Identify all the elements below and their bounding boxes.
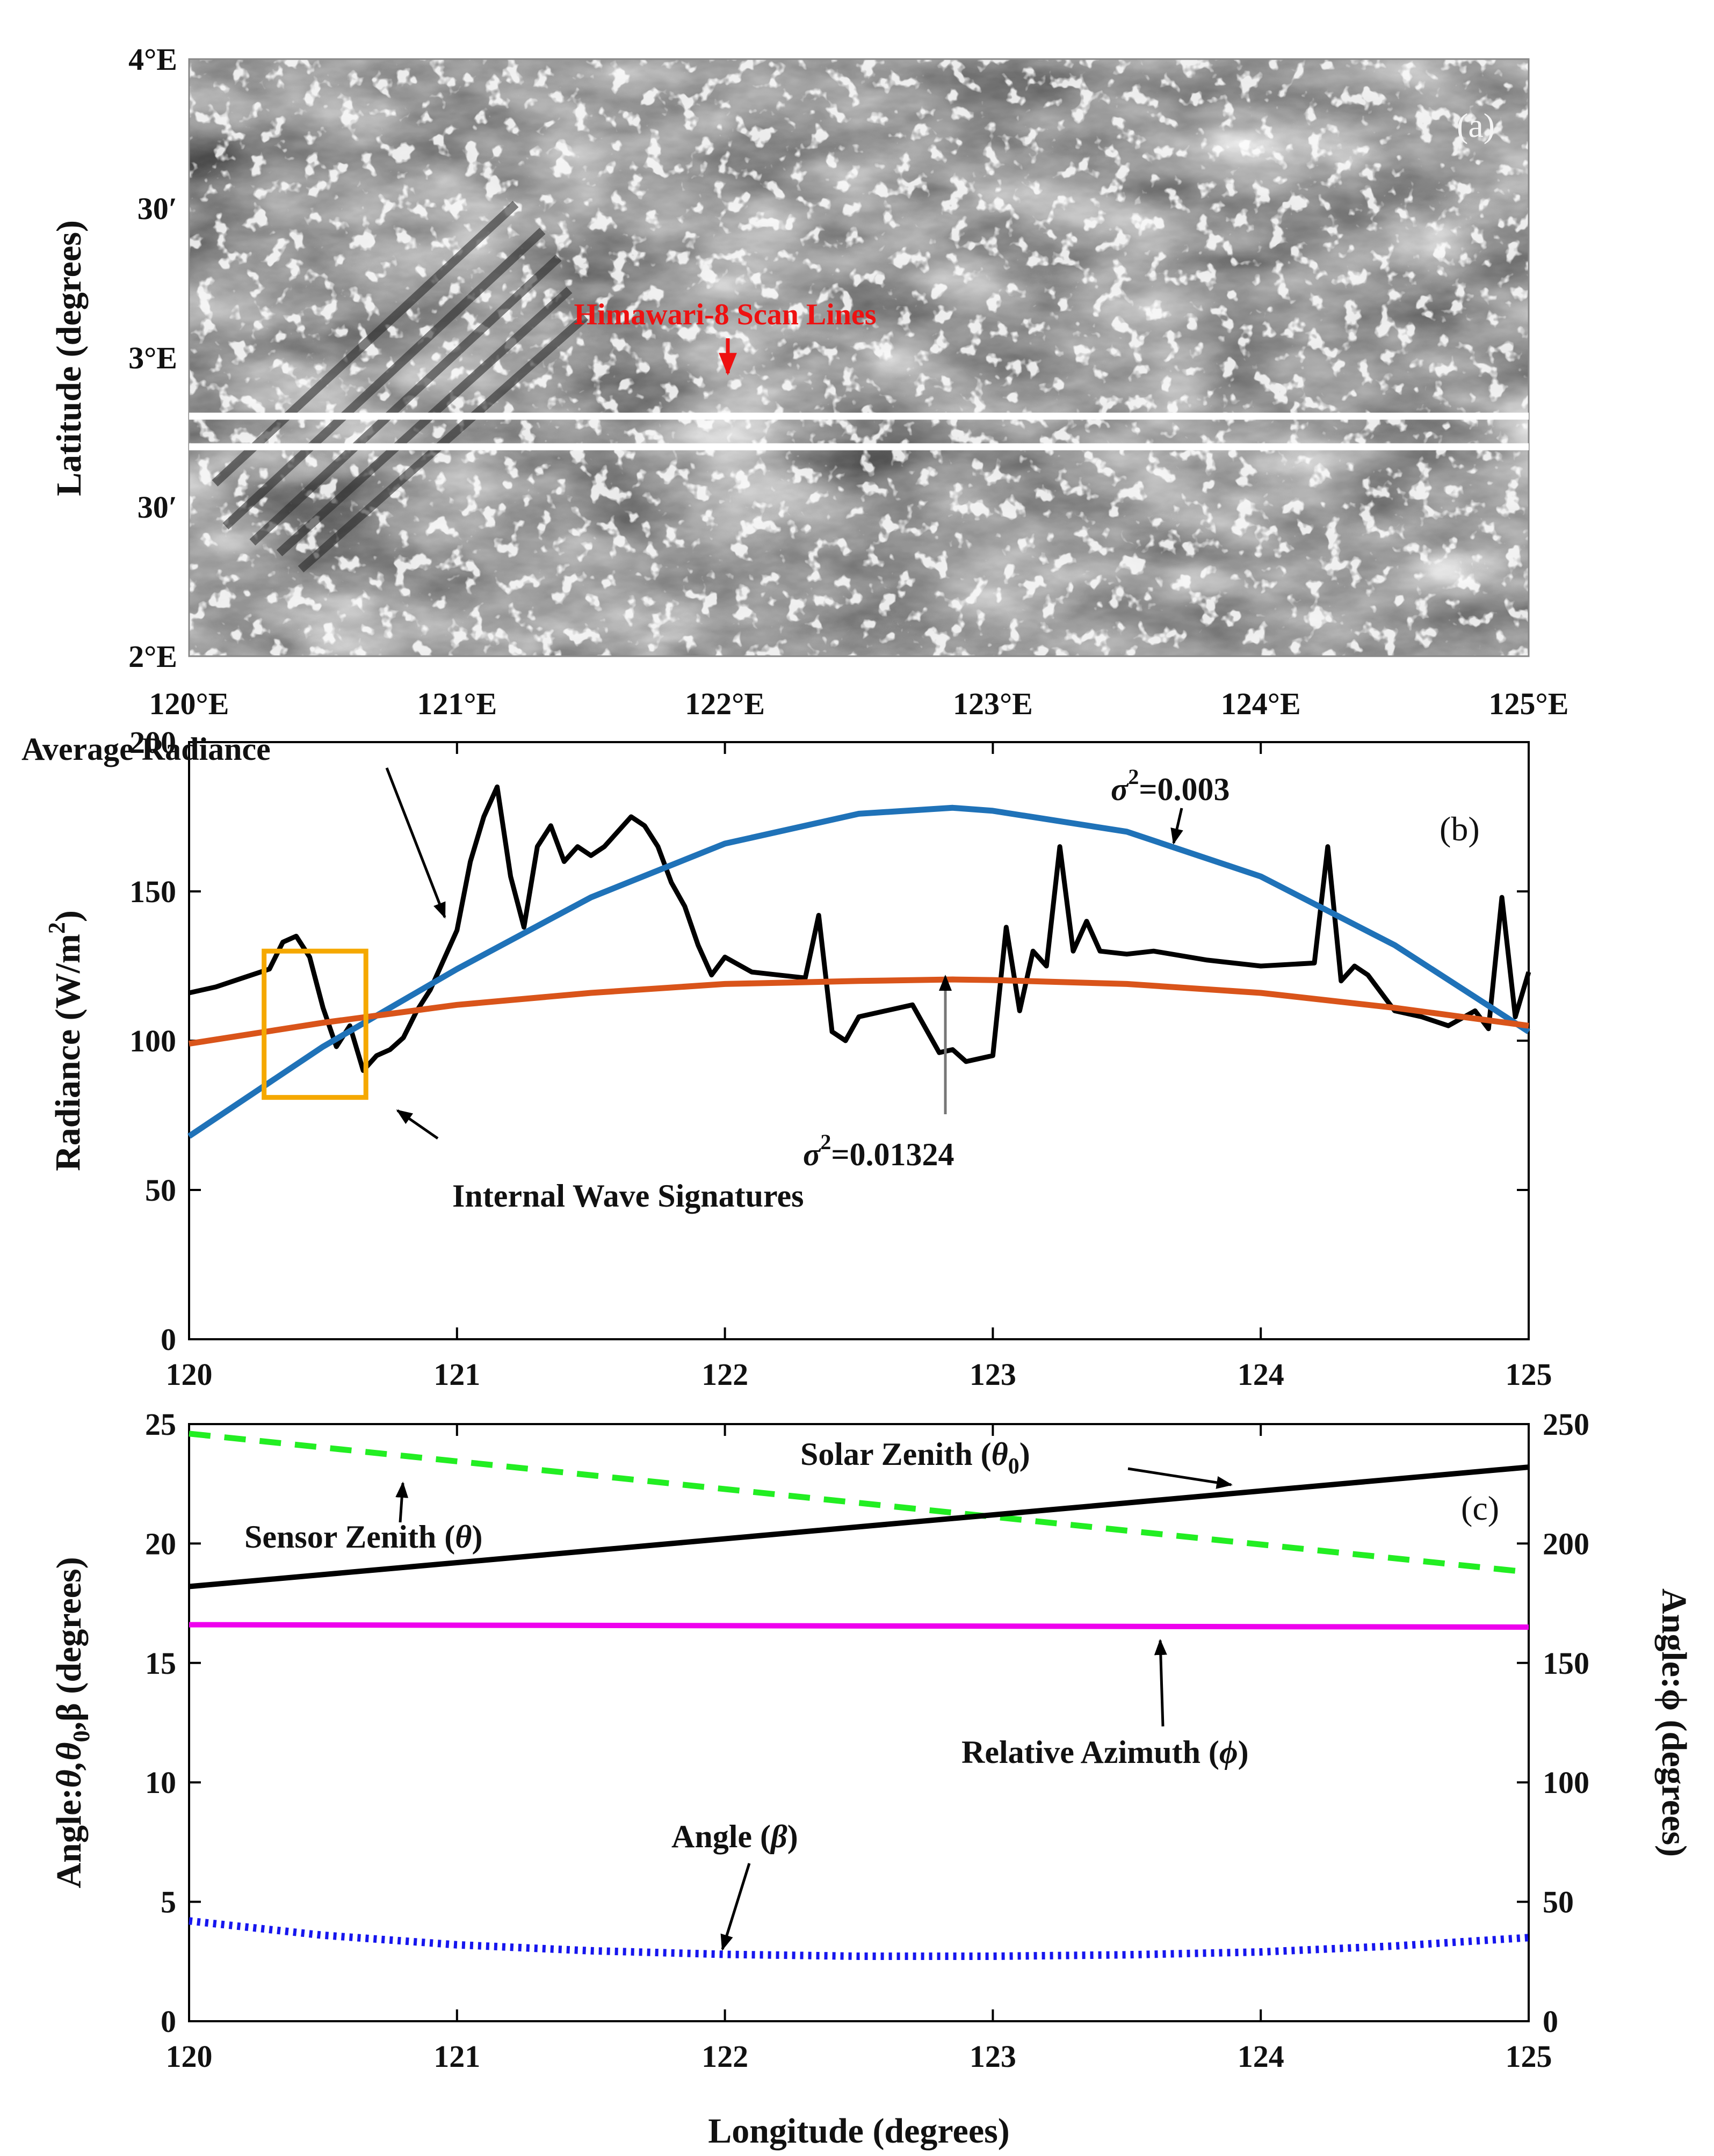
panel-a-y-ticks: 4°E 30′ 3°E 30′ 2°E [128, 42, 177, 674]
satellite-cloud-specks [189, 59, 1529, 656]
panel-a-tag: (a) [1457, 106, 1495, 144]
panel-a-frame [188, 58, 1530, 657]
angle-beta-arrow [720, 1863, 751, 1951]
sigma-blue-label: σ2=0.003 [1111, 765, 1230, 807]
internal-wave-arrow [396, 1109, 439, 1140]
panel-a-y-axis-label: Latitude (degrees) [49, 220, 89, 496]
series-line-solar_zenith [189, 1464, 1529, 1589]
panel-c-frame [188, 1423, 1530, 2022]
panel-a-x-tick-label: 124°E [1221, 686, 1301, 721]
panel-b-x-tick-label: 124 [1238, 1357, 1284, 1392]
panel-c-x-tick-label: 120 [166, 2039, 213, 2074]
panel-a-x-tick-label: 123°E [953, 686, 1033, 721]
series-line-angle_beta [189, 1917, 1529, 1960]
series-line-fit_orange [189, 976, 1529, 1047]
panel-c-right-tick-label: 250 [1543, 1407, 1589, 1442]
panel-b-frame [188, 741, 1530, 1340]
panel-c-right-tick-label: 50 [1543, 1885, 1574, 1920]
sigma-orange-label: σ2=0.01324 [803, 1130, 954, 1172]
panel-c-tag: (c) [1461, 1489, 1499, 1527]
panel-a-y-tick-label: 3°E [128, 340, 177, 375]
panel-a-x-tick-label: 121°E [417, 686, 497, 721]
panel-c-ticks: 120 121 122 123 124 1250510152025050100150200… [145, 1407, 1589, 2074]
scan-lines-label: Himawari-8 Scan Lines [574, 298, 876, 331]
panel-c-right-y-axis-label: Angle:ϕ (degrees) [1654, 1588, 1694, 1857]
sigma-blue-arrow [1170, 808, 1183, 845]
series-line-sensor_zenith [189, 1431, 1529, 1576]
panel-a-y-tick-label: 30′ [138, 191, 177, 226]
panel-b-x-tick-label: 121 [433, 1357, 480, 1392]
panel-c-left-tick-label: 20 [145, 1526, 176, 1561]
panel-a-x-tick-label: 120°E [149, 686, 229, 721]
panel-b-x-tick-label: 125 [1506, 1357, 1552, 1392]
panel-c-left-tick-label: 10 [145, 1765, 176, 1800]
sensor-zenith-arrow [395, 1482, 409, 1523]
panel-a-y-tick-label: 4°E [128, 42, 177, 77]
series-line-relative_azimuth [189, 1622, 1529, 1630]
solar-zenith-label: Solar Zenith (θ0) [800, 1436, 1030, 1479]
average-radiance-label: Average Radiance [21, 731, 271, 767]
panel-b-series [187, 784, 1531, 1139]
panel-a-satellite-image: Himawari-8 Scan Lines (a) 120°E 121°E 122°… [49, 42, 1568, 721]
panel-b-tag: (b) [1440, 810, 1480, 848]
angle-beta-label: Angle (β) [671, 1819, 798, 1854]
panel-a-y-tick-label: 30′ [138, 490, 177, 525]
sensor-zenith-label: Sensor Zenith (θ) [244, 1519, 482, 1555]
panel-b-y-tick-label: 50 [145, 1173, 176, 1208]
panel-c-x-axis-label: Longitude (degrees) [708, 2111, 1010, 2151]
panel-a-x-ticks: 120°E 121°E 122°E 123°E 124°E 125°E [149, 686, 1569, 721]
panel-c-right-tick-label: 200 [1543, 1526, 1589, 1561]
panel-b-y-tick-label: 200 [129, 725, 176, 760]
panel-c-left-tick-label: 15 [145, 1646, 176, 1681]
panel-c-right-tick-label: 150 [1543, 1646, 1589, 1681]
series-line-fit_blue [187, 804, 1530, 1139]
panel-b-radiance-chart: 120 121 122 123 124 125 0 50 100 150 200 Average R… [21, 725, 1552, 1392]
panel-c-x-tick-label: 124 [1238, 2039, 1284, 2074]
panel-c-left-tick-label: 5 [161, 1885, 176, 1920]
panel-c-series [189, 1431, 1529, 1960]
panel-a-y-tick-label: 2°E [128, 639, 177, 674]
panel-c-left-tick-label: 25 [145, 1407, 176, 1442]
panel-c-x-tick-label: 123 [970, 2039, 1016, 2074]
internal-wave-streaks [212, 201, 589, 572]
relative-azimuth-arrow [1154, 1639, 1167, 1727]
panel-b-y-tick-label: 100 [129, 1023, 176, 1058]
panel-c-x-tick-label: 122 [701, 2039, 748, 2074]
panel-b-ticks: 120 121 122 123 124 125 0 50 100 150 200 [129, 725, 1552, 1392]
panel-c-x-tick-label: 125 [1506, 2039, 1552, 2074]
internal-wave-highlight-box [262, 948, 368, 1100]
panel-b-x-tick-label: 122 [701, 1357, 748, 1392]
panel-b-x-tick-label: 123 [970, 1357, 1016, 1392]
panel-b-y-tick-label: 0 [161, 1322, 176, 1357]
panel-c-x-tick-label: 121 [433, 2039, 480, 2074]
series-line-radiance [189, 784, 1531, 1073]
panel-a-x-tick-label: 125°E [1489, 686, 1569, 721]
panel-b-x-tick-label: 120 [166, 1357, 213, 1392]
solar-zenith-arrow [1127, 1467, 1233, 1489]
panel-c-left-y-axis-label: Angle:θ,θ0,β (degrees) [49, 1557, 95, 1888]
relative-azimuth-label: Relative Azimuth (ϕ) [961, 1734, 1249, 1770]
internal-wave-label: Internal Wave Signatures [452, 1178, 804, 1214]
panel-c-angles-chart: 120 121 122 123 124 1250510152025050100150200… [49, 1407, 1694, 2151]
panel-b-y-tick-label: 150 [129, 874, 176, 909]
panel-c-right-tick-label: 0 [1543, 2004, 1558, 2039]
panel-b-y-axis-label: Radiance (W/m2) [44, 910, 88, 1171]
panel-c-left-tick-label: 0 [161, 2004, 176, 2039]
panel-c-right-tick-label: 100 [1543, 1765, 1589, 1800]
average-radiance-arrow [385, 767, 446, 919]
panel-a-x-tick-label: 122°E [685, 686, 765, 721]
